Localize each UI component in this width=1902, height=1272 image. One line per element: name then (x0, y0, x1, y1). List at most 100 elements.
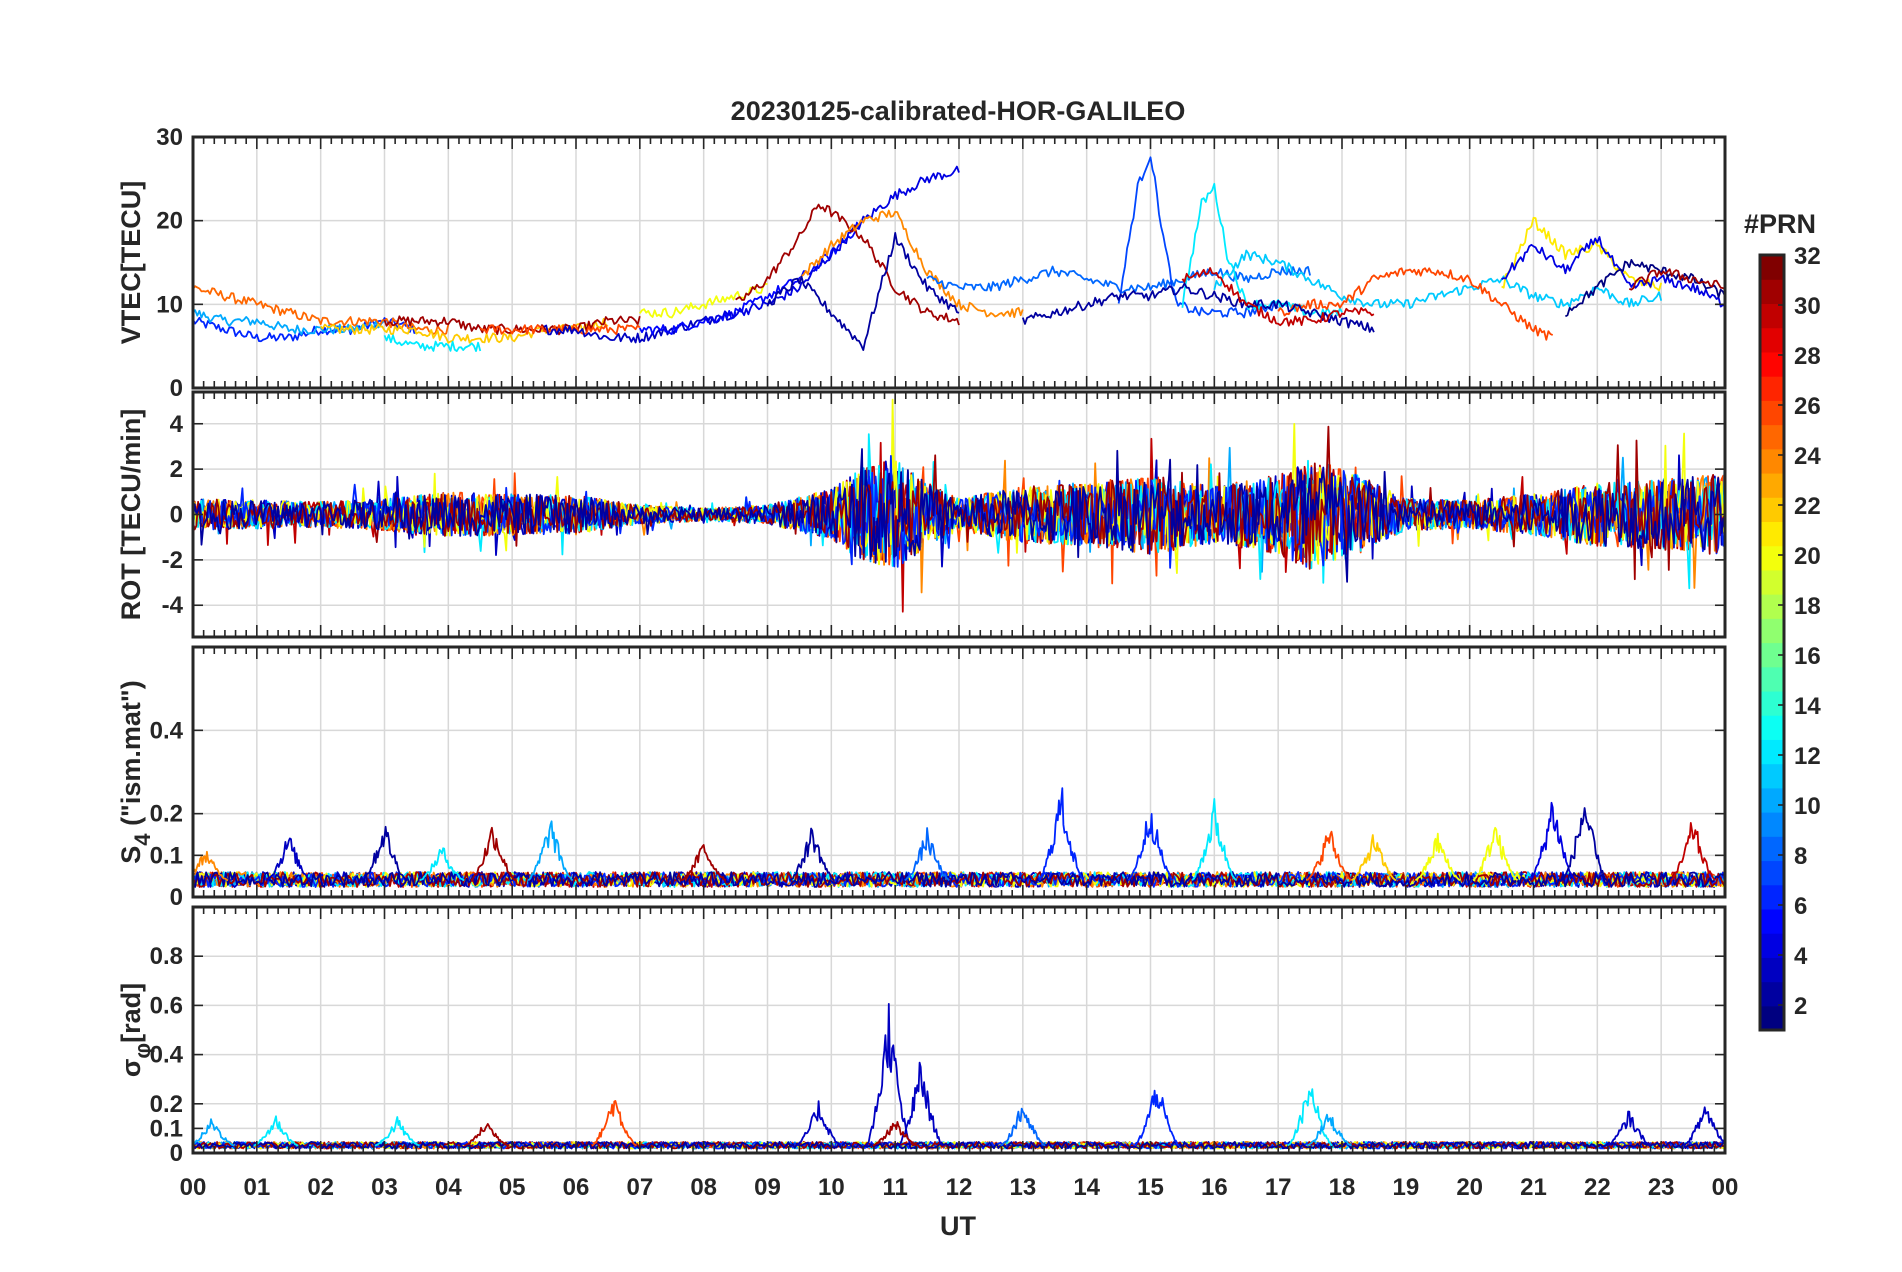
x-tick-label: 08 (690, 1174, 717, 1201)
x-tick-label: 10 (818, 1174, 845, 1201)
series-line (1021, 282, 1375, 333)
y-tick-label: 0.1 (150, 1115, 183, 1142)
colorbar-swatch (1760, 908, 1784, 934)
peak-line (865, 1003, 912, 1147)
x-axis-label: UT (940, 1211, 976, 1241)
colorbar-tick-label: 32 (1794, 243, 1821, 270)
colorbar-swatch (1760, 521, 1784, 547)
x-tick-label: 20 (1456, 1174, 1483, 1201)
colorbar-tick-label: 2 (1794, 993, 1807, 1020)
y-tick-label: -4 (162, 592, 184, 619)
panel-rot: -4 -2 0 2 4 ROT [TECU/min] (116, 390, 1727, 639)
series-line (926, 265, 1311, 294)
series-line (193, 448, 1725, 583)
x-tick-label: 18 (1329, 1174, 1356, 1201)
y-tick-label: 20 (156, 208, 183, 235)
series-line (1564, 259, 1725, 318)
x-tick-label: 03 (371, 1174, 398, 1201)
peak-line (374, 1116, 420, 1147)
colorbar-swatch (1760, 690, 1784, 716)
peak-line (897, 1061, 944, 1147)
colorbar-tick-label: 20 (1794, 543, 1821, 570)
y-tick-label: 0.2 (150, 1091, 183, 1118)
x-tick-label: 11 (882, 1174, 907, 1201)
colorbar-swatch (1760, 739, 1784, 765)
panel-s4: 0 0.1 0.2 0.4S4 ("ism.mat") (116, 645, 1727, 911)
peak-line (193, 1118, 235, 1147)
x-tick-label: 16 (1201, 1174, 1228, 1201)
peak-line (527, 820, 574, 882)
grid-sigma_phi (192, 907, 1726, 1154)
grid-s4 (192, 647, 1726, 898)
y-tick-label: -2 (162, 547, 183, 574)
x-tick-label: 12 (946, 1174, 973, 1201)
colorbar-swatch (1760, 933, 1784, 958)
x-tick-label: 02 (307, 1174, 334, 1201)
x-tick-label: 19 (1392, 1174, 1419, 1201)
peak-line (193, 850, 229, 882)
tick-marks (192, 647, 1726, 898)
peak-line (1683, 1106, 1725, 1147)
y-tick-label: 4 (170, 411, 184, 438)
x-tick-label: 00 (1712, 1174, 1739, 1201)
series-line (766, 232, 960, 351)
colorbar-tick-label: 16 (1794, 643, 1821, 670)
x-tick-label: 13 (1009, 1174, 1036, 1201)
peak-line (789, 827, 835, 882)
peak-line (361, 825, 408, 882)
peak-line (1529, 801, 1576, 881)
x-axis: 00 01 02 03 04 05 06 07 08 09 10 11 12 13 14 15 16 17 18 19… (180, 1174, 1739, 1201)
x-tick-label: 00 (180, 1174, 207, 1201)
x-tick-label: 09 (754, 1174, 781, 1201)
series-line (1213, 249, 1663, 309)
colorbar-swatch (1760, 545, 1784, 571)
series-line (193, 316, 417, 343)
colorbar-swatch (1760, 715, 1784, 740)
peak-line (1414, 832, 1461, 882)
y-tick-label: 0.4 (150, 1042, 184, 1069)
y-tick-label: 0.6 (150, 992, 183, 1019)
series-line (193, 455, 1725, 569)
y-tick-label: 0.1 (150, 842, 183, 869)
grid-vtec (192, 136, 1726, 389)
colorbar-tick-label: 14 (1794, 693, 1821, 720)
colorbar-tick-label: 28 (1794, 343, 1821, 370)
colorbar-swatch (1760, 424, 1784, 450)
x-tick-label: 04 (435, 1174, 462, 1201)
peak-line (795, 1100, 842, 1147)
colorbar-swatch (1760, 812, 1784, 837)
colorbar-swatch (1760, 981, 1784, 1007)
colorbar-swatch (1760, 400, 1784, 426)
peak-line (1472, 826, 1519, 882)
colorbar-swatch (1760, 957, 1784, 983)
peak-line (1127, 813, 1174, 882)
panel-sigma-phi: 00.10.2 0.4 0.6 0.8 σφ[rad] (116, 905, 1727, 1167)
colorbar-tick-label: 12 (1794, 743, 1821, 770)
colorbar-swatch (1760, 618, 1784, 644)
colorbar-swatch (1760, 763, 1784, 789)
y-tick-label: 30 (156, 124, 183, 151)
traces-vtec (193, 156, 1725, 352)
series-line (193, 309, 385, 336)
colorbar-tick-label: 4 (1794, 943, 1808, 970)
traces-s4 (193, 787, 1725, 888)
y-tick-label: 10 (156, 291, 183, 318)
colorbar-tick-label: 30 (1794, 293, 1821, 320)
traces-rot (193, 398, 1725, 613)
series-line (1501, 216, 1663, 292)
colorbar-swatch (1760, 472, 1784, 498)
colorbar-tick-label: 8 (1794, 843, 1807, 870)
series-line (1277, 267, 1554, 341)
y-tick-label: 0 (170, 375, 183, 402)
peak-line (266, 837, 312, 882)
colorbar-swatch (1760, 666, 1784, 692)
colorbar-swatch (1760, 787, 1784, 813)
colorbar-swatch (1760, 255, 1784, 280)
series-line (703, 165, 960, 324)
peak-line (1351, 834, 1397, 882)
x-tick-label: 05 (499, 1174, 526, 1201)
colorbar-swatch (1760, 497, 1784, 523)
peak-line (1561, 807, 1608, 881)
